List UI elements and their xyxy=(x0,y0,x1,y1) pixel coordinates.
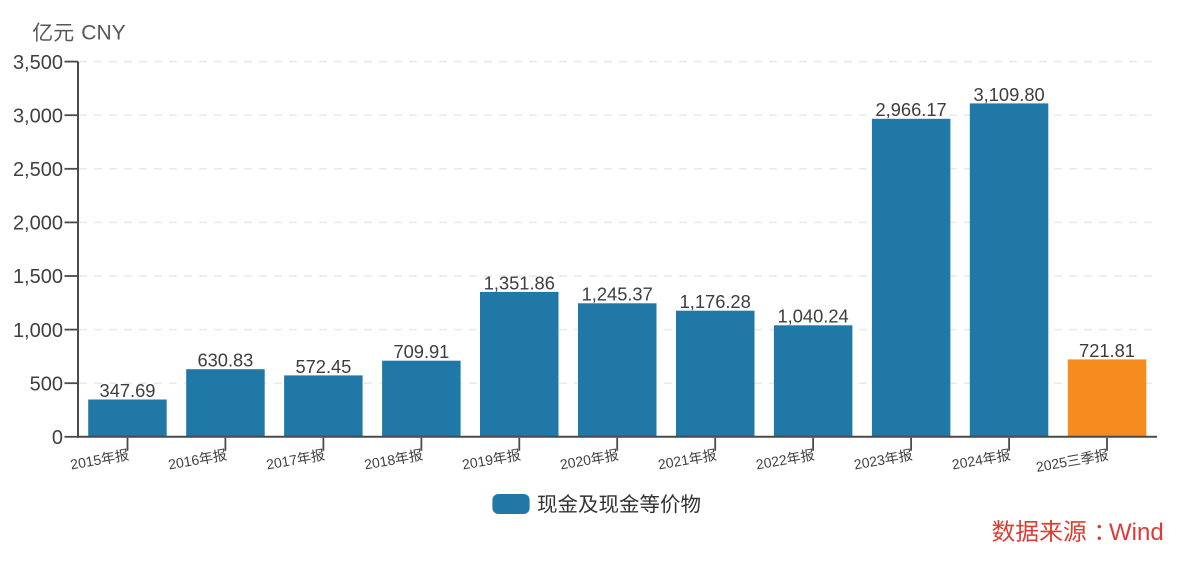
svg-text:630.83: 630.83 xyxy=(197,350,253,371)
svg-text:1,351.86: 1,351.86 xyxy=(484,272,555,293)
svg-text:1,176.28: 1,176.28 xyxy=(680,291,751,312)
svg-text:2016: 2016 xyxy=(167,451,201,472)
svg-text:1,500: 1,500 xyxy=(13,266,63,288)
svg-text:3,000: 3,000 xyxy=(13,105,63,127)
svg-text:3,500: 3,500 xyxy=(13,52,63,74)
svg-text:2017: 2017 xyxy=(265,451,299,472)
svg-text:721.81: 721.81 xyxy=(1079,340,1135,361)
svg-text:2,966.17: 2,966.17 xyxy=(876,99,947,120)
svg-text:709.91: 709.91 xyxy=(393,341,449,362)
svg-text:2015: 2015 xyxy=(69,451,103,472)
svg-text:572.45: 572.45 xyxy=(295,356,351,377)
svg-text:2022: 2022 xyxy=(755,451,789,472)
svg-text:1,245.37: 1,245.37 xyxy=(582,284,653,305)
svg-text:Wind: Wind xyxy=(1109,519,1164,546)
svg-text:2020: 2020 xyxy=(559,451,593,472)
svg-text:2023: 2023 xyxy=(853,451,887,472)
svg-text:0: 0 xyxy=(52,427,63,449)
svg-text:2024: 2024 xyxy=(951,451,985,472)
svg-text:1,040.24: 1,040.24 xyxy=(778,306,849,327)
svg-text:2025: 2025 xyxy=(1035,454,1069,475)
svg-text:500: 500 xyxy=(30,373,63,395)
svg-text:CNY: CNY xyxy=(81,22,125,45)
svg-text:2018: 2018 xyxy=(363,451,397,472)
svg-text:3,109.80: 3,109.80 xyxy=(974,84,1045,105)
svg-text:2019: 2019 xyxy=(461,451,495,472)
svg-text:1,000: 1,000 xyxy=(13,320,63,342)
svg-text:347.69: 347.69 xyxy=(100,380,156,401)
svg-text:2,500: 2,500 xyxy=(13,159,63,181)
svg-text:2,000: 2,000 xyxy=(13,213,63,235)
svg-text:2021: 2021 xyxy=(657,451,691,472)
